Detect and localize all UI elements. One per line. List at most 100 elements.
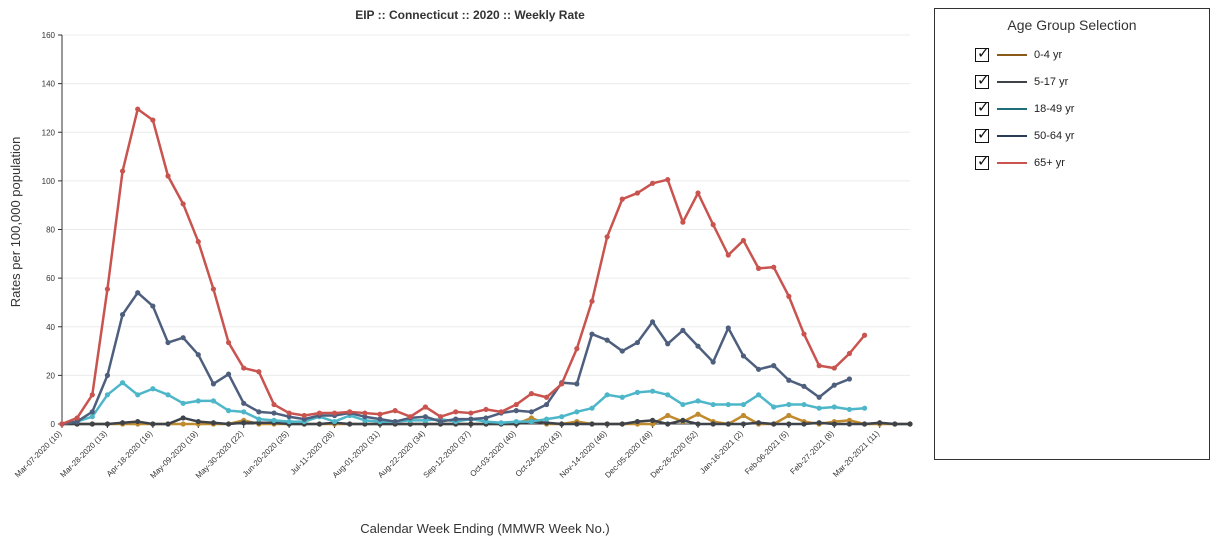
data-point[interactable] xyxy=(468,421,474,427)
data-point[interactable] xyxy=(755,420,762,426)
data-point[interactable] xyxy=(119,380,126,386)
data-point[interactable] xyxy=(407,421,413,427)
data-point[interactable] xyxy=(589,405,595,411)
legend-item-18-49[interactable]: 18-49 yr xyxy=(975,98,1074,119)
data-point[interactable] xyxy=(543,394,550,400)
data-point[interactable] xyxy=(816,394,822,400)
data-point[interactable] xyxy=(589,331,595,337)
data-point[interactable] xyxy=(513,408,519,414)
data-point[interactable] xyxy=(362,421,368,427)
data-point[interactable] xyxy=(665,341,671,347)
data-point[interactable] xyxy=(331,410,338,416)
data-point[interactable] xyxy=(619,348,625,354)
data-point[interactable] xyxy=(619,421,625,427)
data-point[interactable] xyxy=(755,265,762,271)
data-point[interactable] xyxy=(755,392,762,398)
data-point[interactable] xyxy=(74,415,80,421)
data-point[interactable] xyxy=(816,363,822,369)
data-point[interactable] xyxy=(104,421,111,427)
data-point[interactable] xyxy=(755,366,762,372)
data-point[interactable] xyxy=(665,177,671,183)
data-point[interactable] xyxy=(498,409,504,415)
data-point[interactable] xyxy=(846,350,853,357)
data-point[interactable] xyxy=(786,401,792,408)
data-point[interactable] xyxy=(241,400,247,406)
data-point[interactable] xyxy=(256,409,262,415)
data-point[interactable] xyxy=(877,420,883,426)
data-point[interactable] xyxy=(695,421,701,427)
data-point[interactable] xyxy=(89,392,95,398)
data-point[interactable] xyxy=(104,392,111,398)
data-point[interactable] xyxy=(165,392,171,398)
data-point[interactable] xyxy=(150,117,156,123)
data-point[interactable] xyxy=(195,418,201,425)
data-point[interactable] xyxy=(104,286,111,292)
data-point[interactable] xyxy=(498,420,504,426)
data-point[interactable] xyxy=(649,319,656,325)
data-point[interactable] xyxy=(331,418,338,425)
data-point[interactable] xyxy=(574,421,580,427)
data-point[interactable] xyxy=(362,410,368,416)
data-point[interactable] xyxy=(180,335,186,341)
data-point[interactable] xyxy=(89,414,95,420)
data-point[interactable] xyxy=(180,415,186,421)
data-point[interactable] xyxy=(437,418,444,425)
data-point[interactable] xyxy=(680,219,686,225)
data-point[interactable] xyxy=(347,421,353,427)
data-point[interactable] xyxy=(589,298,595,304)
data-point[interactable] xyxy=(119,420,126,426)
data-point[interactable] xyxy=(513,418,519,425)
data-point[interactable] xyxy=(649,180,656,186)
data-point[interactable] xyxy=(377,416,383,422)
data-point[interactable] xyxy=(422,417,429,423)
data-point[interactable] xyxy=(513,401,519,408)
data-point[interactable] xyxy=(786,421,792,427)
data-point[interactable] xyxy=(604,234,610,240)
data-point[interactable] xyxy=(362,417,368,423)
data-point[interactable] xyxy=(740,421,747,427)
data-point[interactable] xyxy=(453,409,459,415)
data-point[interactable] xyxy=(574,409,580,415)
data-point[interactable] xyxy=(861,421,868,427)
data-point[interactable] xyxy=(831,421,837,427)
data-point[interactable] xyxy=(649,388,656,394)
data-point[interactable] xyxy=(543,401,550,408)
data-point[interactable] xyxy=(649,421,656,427)
data-point[interactable] xyxy=(892,421,898,427)
data-point[interactable] xyxy=(483,415,489,421)
checkbox-18-49[interactable] xyxy=(975,98,990,116)
data-point[interactable] xyxy=(528,391,535,397)
data-point[interactable] xyxy=(377,411,383,417)
data-point[interactable] xyxy=(619,196,625,202)
data-point[interactable] xyxy=(422,404,429,410)
data-point[interactable] xyxy=(907,421,913,427)
data-point[interactable] xyxy=(710,359,716,365)
data-point[interactable] xyxy=(407,414,413,420)
data-point[interactable] xyxy=(559,381,565,387)
data-point[interactable] xyxy=(286,410,292,416)
data-point[interactable] xyxy=(241,409,247,415)
data-point[interactable] xyxy=(135,290,141,296)
data-point[interactable] xyxy=(241,420,247,426)
data-point[interactable] xyxy=(846,376,853,382)
data-point[interactable] xyxy=(634,339,641,346)
data-point[interactable] xyxy=(150,386,156,392)
data-point[interactable] xyxy=(861,332,868,338)
checkbox-65-plus[interactable] xyxy=(975,152,990,170)
data-point[interactable] xyxy=(89,421,95,427)
data-point[interactable] xyxy=(634,389,641,395)
data-point[interactable] xyxy=(225,408,232,414)
data-point[interactable] xyxy=(528,409,535,415)
data-point[interactable] xyxy=(695,398,701,404)
data-point[interactable] xyxy=(801,383,807,389)
data-point[interactable] xyxy=(801,421,807,427)
data-point[interactable] xyxy=(225,339,232,346)
data-point[interactable] xyxy=(422,421,429,427)
data-point[interactable] xyxy=(119,311,126,318)
data-point[interactable] xyxy=(710,401,716,408)
data-point[interactable] xyxy=(210,420,217,426)
data-point[interactable] xyxy=(665,421,671,427)
data-point[interactable] xyxy=(453,416,459,422)
data-point[interactable] xyxy=(89,409,95,415)
data-point[interactable] xyxy=(604,421,610,427)
